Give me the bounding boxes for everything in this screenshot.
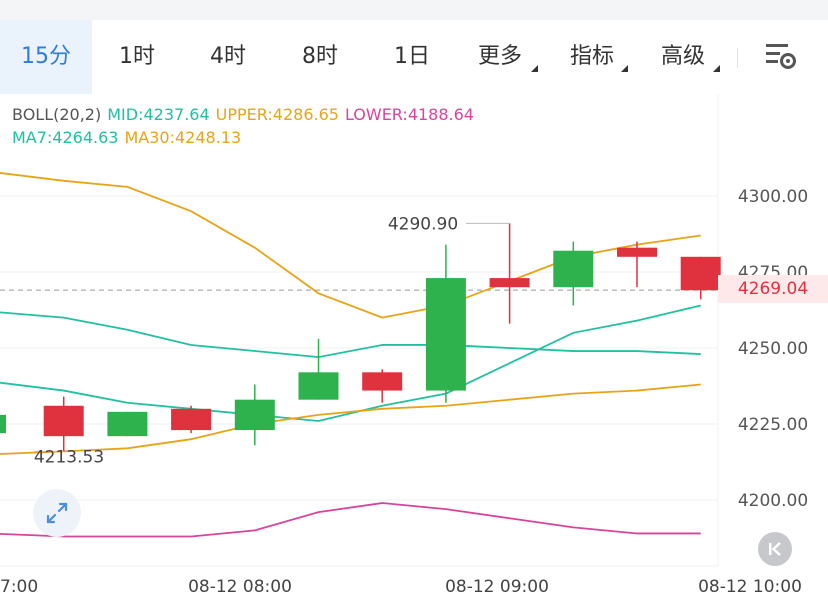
x-tick-label: 08-12 08:00 [188,577,292,597]
x-tick-label: 7:00 [0,577,38,597]
ma30-value: MA30:4248.13 [124,128,242,147]
candle-body [107,411,148,437]
tab-indicators-label: 指标 [569,44,614,69]
expand-chart-button[interactable] [33,489,81,537]
boll-mid-value: MID:4237.64 [107,105,210,124]
candles [0,223,721,452]
dropdown-triangle-icon [531,65,538,72]
y-tick-label: 4225.00 [738,415,808,435]
tab-advanced-label: 高级 [660,44,705,69]
candle-body [617,247,657,257]
tab-indicators[interactable]: 指标 [552,20,632,94]
grid-lines [0,94,719,567]
tab-15min[interactable]: 15分 [0,20,92,94]
low-price-label: 4213.53 [34,447,104,467]
timeframe-toolbar: 15分 1时 4时 8时 1日 更多 指标 高级 [0,20,828,94]
boll-upper-value: UPPER:4286.65 [215,105,339,124]
ma-legend: MA7:4264.63 MA30:4248.13 [12,128,247,147]
series-line-upper [0,172,701,319]
series-line-ma7 [0,304,701,422]
last-price-tag: 4269.04 [718,275,828,303]
top-strip [0,0,828,20]
y-tick-label: 4250.00 [738,339,808,359]
candle-body [171,408,212,431]
boll-legend: BOLL(20,2) MID:4237.64 UPPER:4286.65 LOWER:… [12,105,480,124]
tab-1h[interactable]: 1时 [119,44,155,69]
candle-body [43,405,84,437]
y-tick-label: 4300.00 [738,187,808,207]
ma7-value: MA7:4264.63 [12,128,119,147]
x-tick-label: 08-12 09:00 [445,577,549,597]
dropdown-triangle-icon [621,65,628,72]
boll-label: BOLL(20,2) [12,105,102,124]
series-line-ma30 [0,383,701,455]
tab-8h[interactable]: 8时 [302,44,338,69]
tab-advanced[interactable]: 高级 [642,20,724,94]
candle-body [362,372,403,391]
expand-icon [46,502,68,524]
candle-body [489,278,530,288]
boll-lower-value: LOWER:4188.64 [344,105,474,124]
candle-body [0,414,6,434]
tab-more-label: 更多 [477,44,522,69]
chart-settings-icon [766,44,796,69]
scroll-to-latest-button[interactable] [758,532,792,566]
series-line-mid [0,311,701,359]
tab-1d[interactable]: 1日 [394,44,430,69]
dropdown-triangle-icon [713,65,720,72]
tab-more[interactable]: 更多 [458,20,542,94]
tab-4h[interactable]: 4时 [210,44,246,69]
chart-settings-button[interactable] [750,20,810,94]
toolbar-divider [737,48,738,68]
candle-body [425,278,466,391]
candle-body [298,372,339,400]
indicator-lines [0,172,701,538]
x-tick-label: 08-12 10:00 [698,577,802,597]
high-price-label: 4290.90 [388,214,458,234]
series-line-lower [0,502,701,538]
candle-body [553,250,594,288]
skip-back-icon [769,542,781,556]
candle-body [680,256,721,291]
candle-body [234,399,275,431]
y-tick-label: 4200.00 [738,491,808,511]
